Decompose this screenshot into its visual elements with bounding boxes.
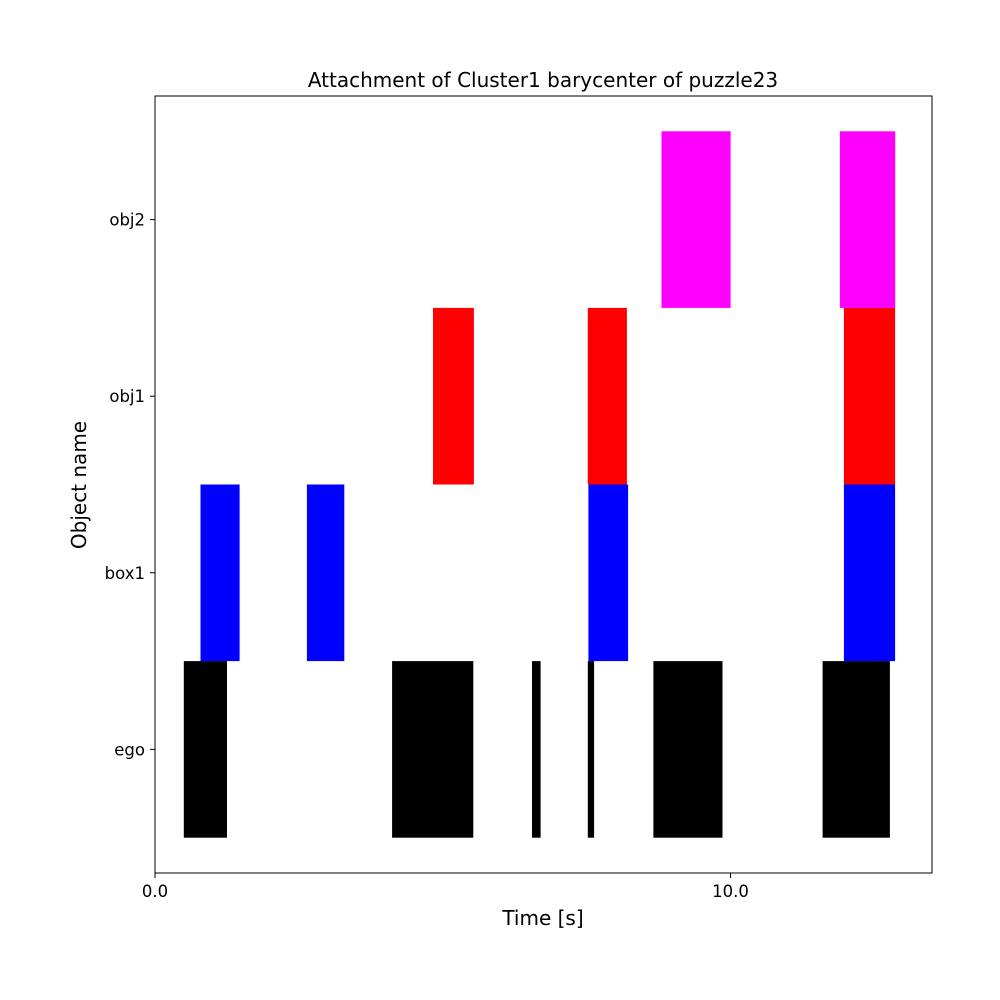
chart-title: Attachment of Cluster1 barycenter of puz… — [308, 68, 778, 92]
y-tick-label-obj2: obj2 — [109, 211, 145, 230]
bar-obj1-1 — [433, 307, 474, 485]
bar-obj1-3 — [843, 307, 896, 485]
bar-box1-3 — [588, 484, 629, 662]
bar-obj2-2 — [839, 131, 896, 308]
x-tick-label: 10.0 — [712, 882, 749, 901]
bar-obj2-1 — [661, 131, 731, 308]
x-axis-label: Time [s] — [501, 906, 583, 930]
bar-box1-2 — [306, 484, 345, 662]
y-tick-label-ego: ego — [114, 740, 145, 759]
y-tick-label-obj1: obj1 — [109, 387, 145, 406]
y-tick-label-box1: box1 — [105, 564, 145, 583]
bar-ego-3 — [532, 661, 541, 838]
bar-box1-4 — [843, 484, 896, 662]
bar-obj1-2 — [587, 307, 627, 485]
y-axis: ego box1 obj1 obj2 — [105, 211, 155, 759]
bar-ego-5 — [653, 661, 723, 838]
bar-ego-6 — [822, 661, 890, 838]
x-axis: 0.0 10.0 — [142, 873, 749, 901]
bar-ego-4 — [587, 661, 595, 838]
bar-box1-1 — [200, 484, 240, 662]
x-tick-label: 0.0 — [142, 882, 168, 901]
chart-bars — [183, 131, 896, 838]
bar-ego-1 — [183, 661, 227, 838]
y-axis-label: Object name — [67, 421, 91, 549]
bar-ego-2 — [392, 661, 474, 838]
plot-frame — [154, 95, 933, 874]
